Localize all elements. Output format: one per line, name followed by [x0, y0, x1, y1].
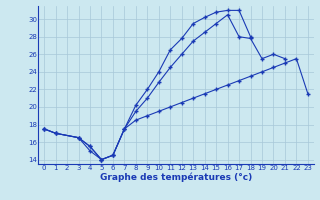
X-axis label: Graphe des températures (°c): Graphe des températures (°c) [100, 173, 252, 182]
